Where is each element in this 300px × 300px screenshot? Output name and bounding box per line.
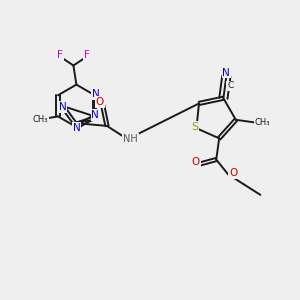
- Text: CH₃: CH₃: [255, 118, 270, 127]
- Text: F: F: [57, 50, 63, 60]
- Text: O: O: [191, 158, 200, 167]
- Text: N: N: [223, 68, 230, 78]
- Text: F: F: [84, 50, 90, 60]
- Text: N: N: [73, 123, 80, 133]
- Text: N: N: [92, 110, 99, 120]
- Text: S: S: [191, 122, 199, 132]
- Text: N: N: [92, 89, 100, 99]
- Text: O: O: [95, 97, 104, 107]
- Text: N: N: [59, 102, 67, 112]
- Text: NH: NH: [123, 134, 138, 144]
- Text: C: C: [227, 81, 233, 90]
- Text: CH₃: CH₃: [33, 115, 48, 124]
- Text: O: O: [229, 168, 237, 178]
